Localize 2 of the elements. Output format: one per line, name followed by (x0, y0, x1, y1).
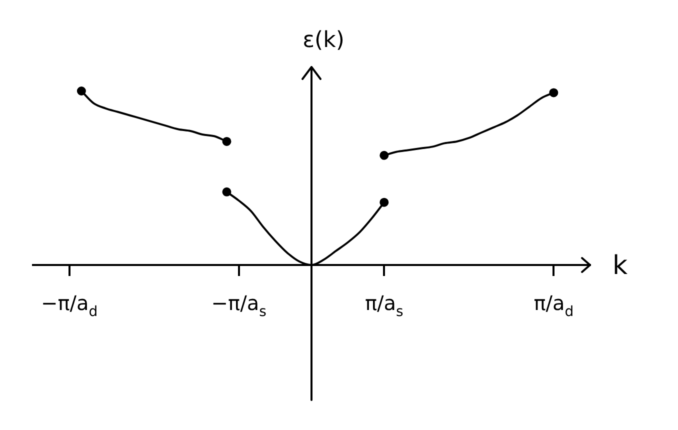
y-axis-title: ε(k) (302, 28, 344, 53)
x-axis-title: k (612, 251, 628, 281)
